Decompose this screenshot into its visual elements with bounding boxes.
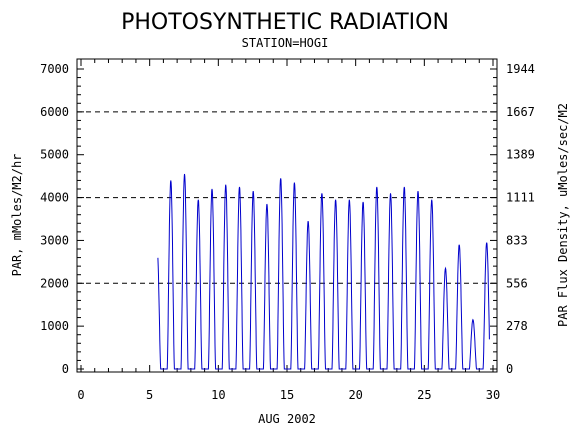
x-tick-label: 10 bbox=[211, 388, 225, 402]
y2-axis-label: PAR Flux Density, uMoles/sec/M2 bbox=[556, 103, 570, 327]
y-tick-label: 2000 bbox=[40, 276, 69, 290]
y2-tick-label: 833 bbox=[506, 233, 528, 247]
x-tick-label: 30 bbox=[486, 388, 500, 402]
par-series-line bbox=[157, 173, 490, 370]
axis-ticks bbox=[77, 59, 497, 372]
y-axis-label: PAR, mMoles/M2/hr bbox=[10, 154, 24, 277]
chart-title: PHOTOSYNTHETIC RADIATION bbox=[121, 10, 449, 35]
y2-tick-label: 1944 bbox=[506, 62, 535, 76]
y2-tick-label: 278 bbox=[506, 319, 528, 333]
x-tick-label: 20 bbox=[348, 388, 362, 402]
y-tick-label: 4000 bbox=[40, 191, 69, 205]
x-tick-label: 15 bbox=[280, 388, 294, 402]
y2-tick-label: 1389 bbox=[506, 148, 535, 162]
x-tick-label: 25 bbox=[417, 388, 431, 402]
chart-subtitle: STATION=HOGI bbox=[242, 36, 329, 50]
y-tick-label: 7000 bbox=[40, 62, 69, 76]
y-tick-label: 6000 bbox=[40, 105, 69, 119]
x-tick-label: 5 bbox=[146, 388, 153, 402]
y2-tick-label: 0 bbox=[506, 362, 513, 376]
grid-lines bbox=[77, 111, 497, 284]
y-tick-label: 1000 bbox=[40, 319, 69, 333]
y2-tick-label: 1667 bbox=[506, 105, 535, 119]
plot-frame bbox=[76, 58, 498, 373]
y2-tick-label: 1111 bbox=[506, 191, 535, 205]
y-tick-label: 0 bbox=[62, 362, 69, 376]
y-tick-label: 5000 bbox=[40, 148, 69, 162]
y-tick-label: 3000 bbox=[40, 233, 69, 247]
x-tick-label: 0 bbox=[77, 388, 84, 402]
x-axis-label: AUG 2002 bbox=[258, 412, 316, 426]
y2-tick-label: 556 bbox=[506, 276, 528, 290]
